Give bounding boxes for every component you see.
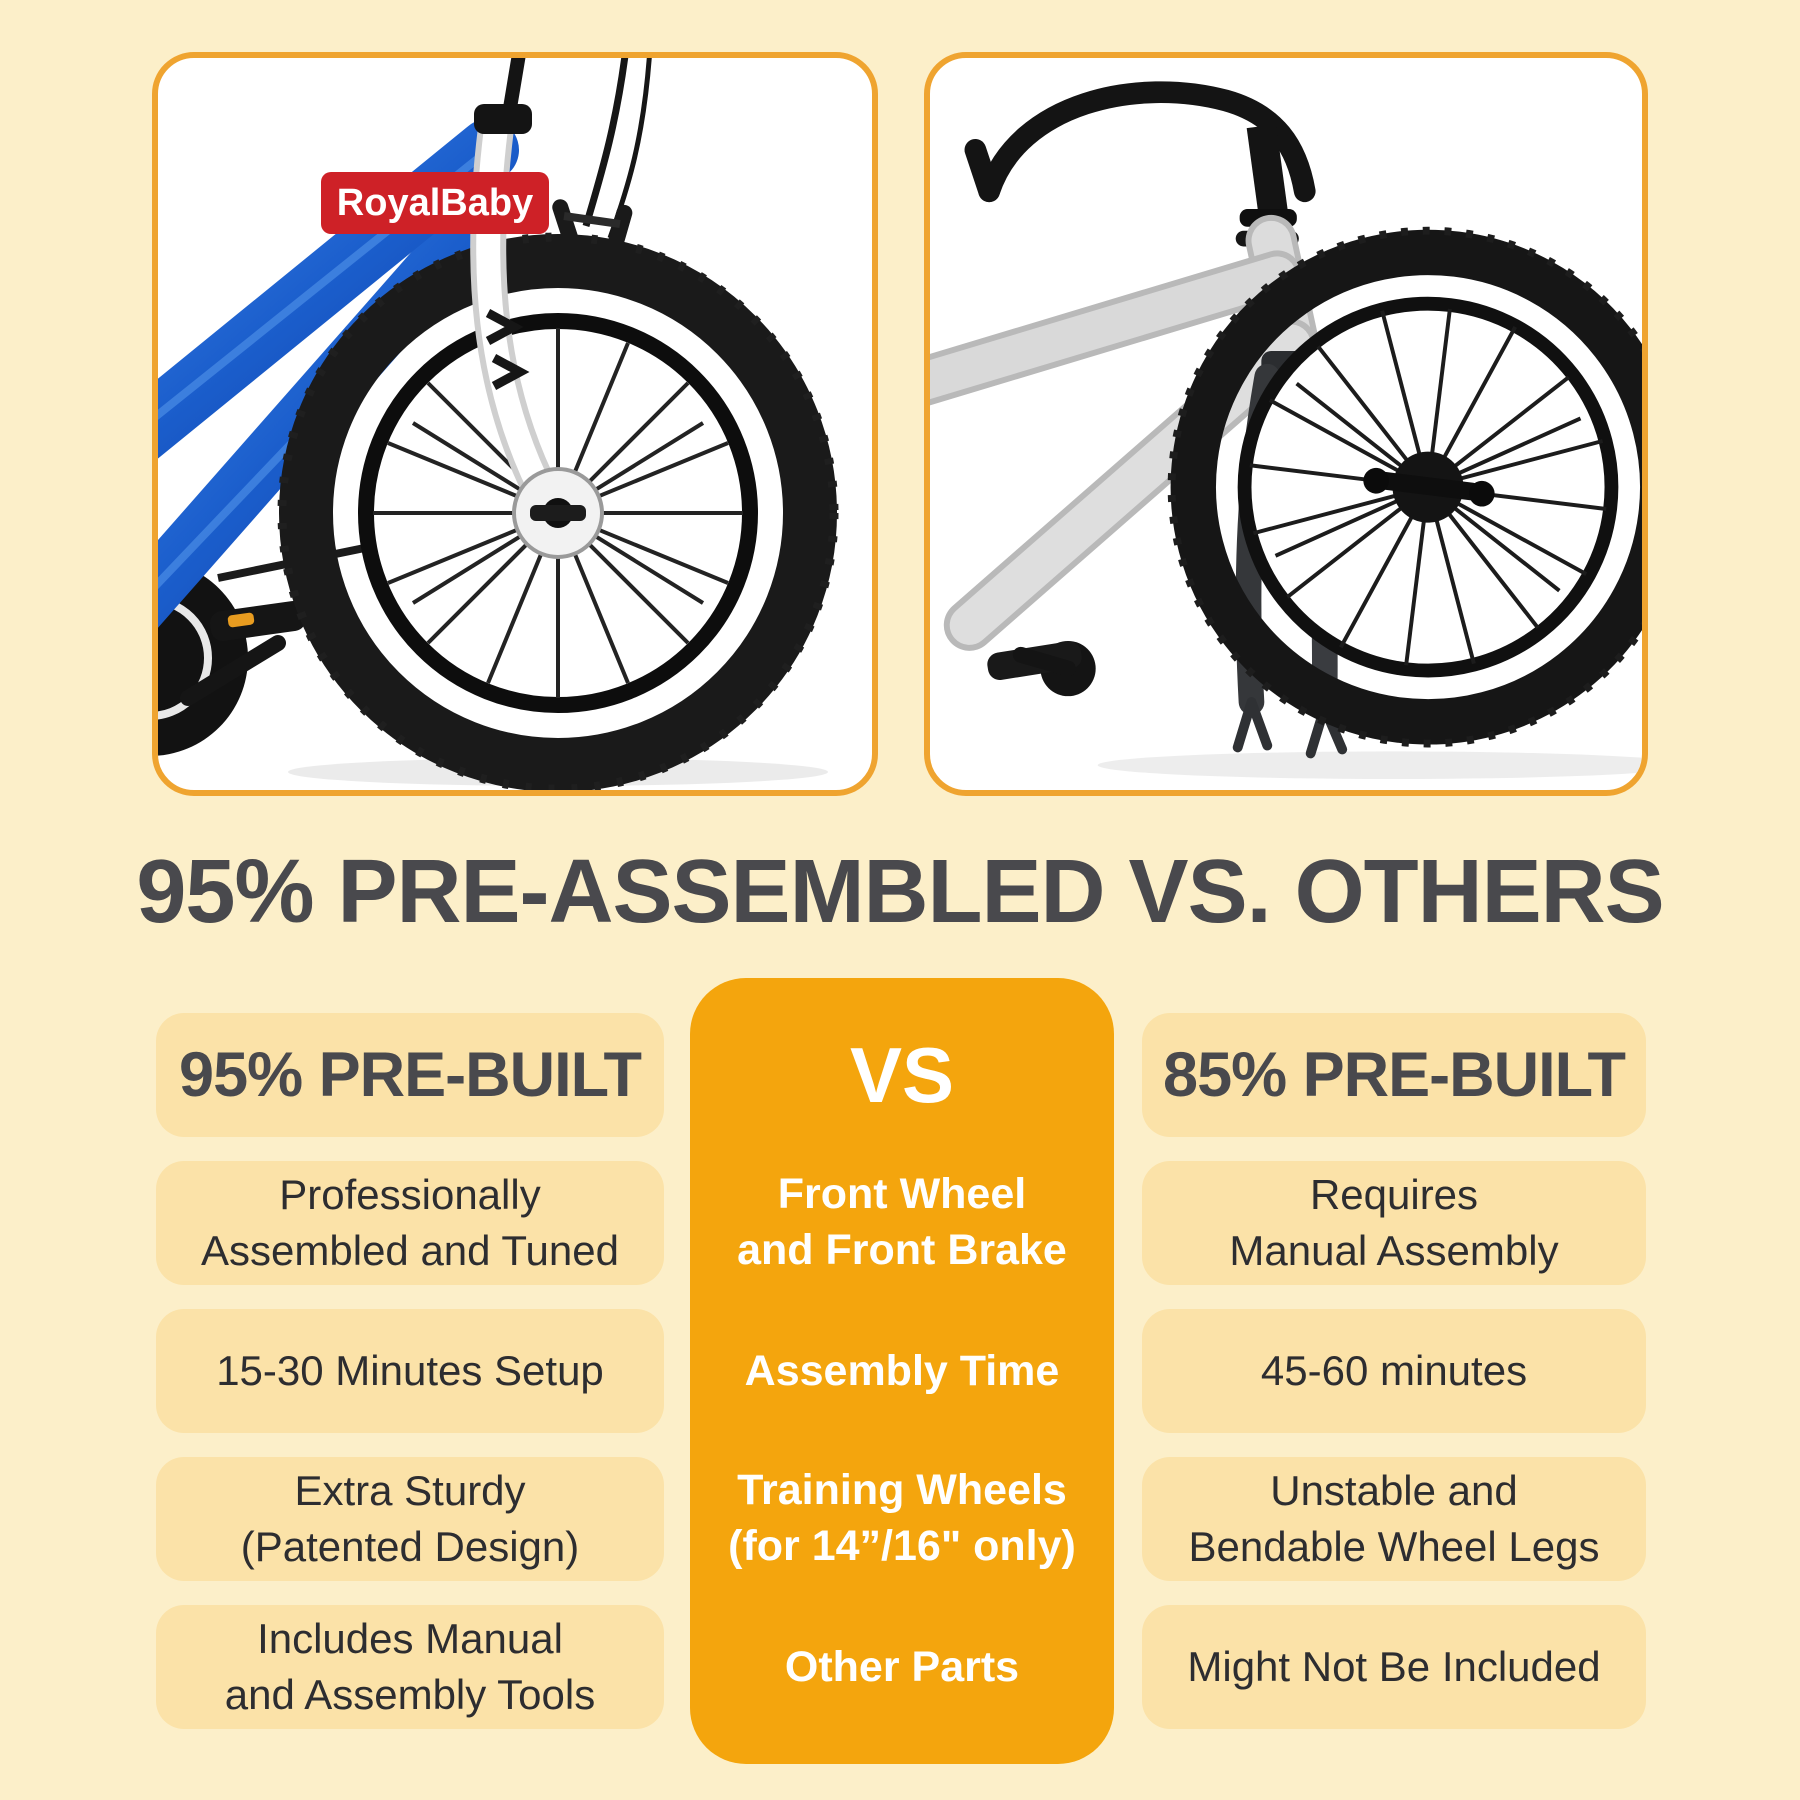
right-row-sturdy: Unstable and Bendable Wheel Legs xyxy=(1142,1457,1646,1581)
vs-row-front-wheel: Front Wheel and Front Brake xyxy=(737,1170,1067,1274)
vs-row-assembly-time: Assembly Time xyxy=(744,1346,1060,1395)
left-column-header: 95% PRE-BUILT xyxy=(156,1013,664,1137)
vs-column: VS Front Wheel and Front Brake Assembly … xyxy=(690,978,1114,1764)
page-title: 95% PRE-ASSEMBLED VS. OTHERS xyxy=(136,841,1664,942)
royalbaby-photo-card: RoyalBaby xyxy=(152,52,878,796)
left-row-assembly: Professionally Assembled and Tuned xyxy=(156,1161,664,1285)
royalbaby-badge: RoyalBaby xyxy=(321,172,549,234)
right-row-assembly: Requires Manual Assembly xyxy=(1142,1161,1646,1285)
vs-row-other-parts: Other Parts xyxy=(784,1642,1020,1691)
right-row-setup-time: 45-60 minutes xyxy=(1142,1309,1646,1433)
royalbaby-bike-image xyxy=(158,58,839,790)
left-row-sturdy: Extra Sturdy (Patented Design) xyxy=(156,1457,664,1581)
others-bike-image xyxy=(930,81,1642,780)
left-row-setup-time: 15-30 Minutes Setup xyxy=(156,1309,664,1433)
others-photo-card: Others xyxy=(924,52,1648,796)
right-row-tools: Might Not Be Included xyxy=(1142,1605,1646,1729)
left-row-tools: Includes Manual and Assembly Tools xyxy=(156,1605,664,1729)
right-column-header: 85% PRE-BUILT xyxy=(1142,1013,1646,1137)
vs-header: VS xyxy=(849,1030,955,1119)
vs-row-training-wheels: Training Wheels (for 14”/16" only) xyxy=(728,1466,1076,1570)
